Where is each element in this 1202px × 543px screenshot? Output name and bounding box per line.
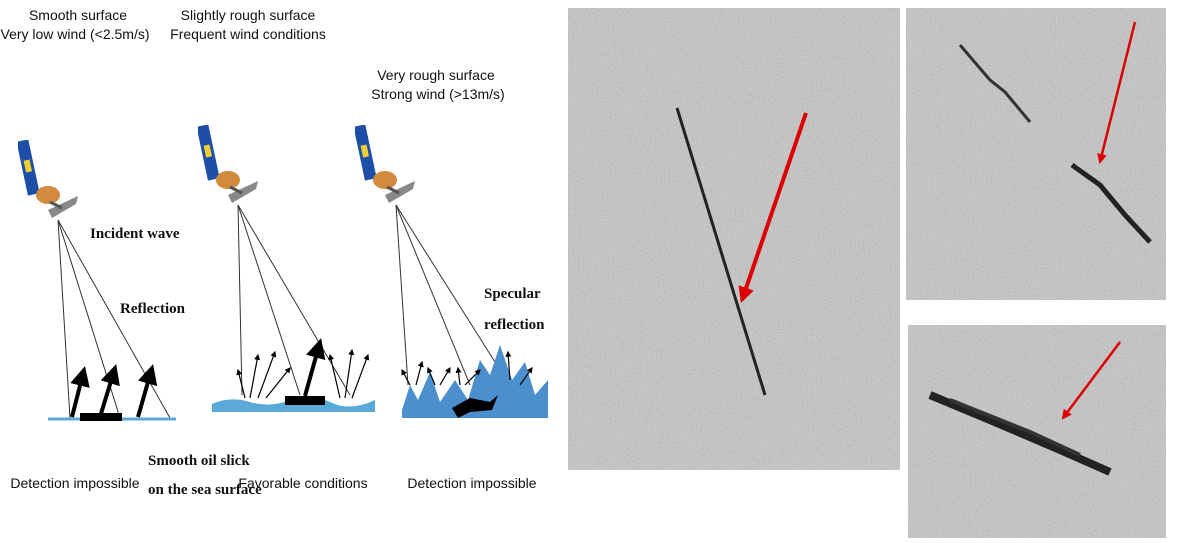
heading: Strong wind (>13m/s) [371, 86, 504, 102]
sar-image-2 [906, 8, 1166, 300]
label: reflection [484, 317, 545, 333]
result: Detection impossible [10, 475, 139, 491]
sar-image-3 [908, 325, 1166, 538]
panel-very-rough [354, 124, 548, 418]
panel-smooth [17, 139, 176, 421]
result: Detection impossible [407, 475, 536, 491]
result: Favorable conditions [238, 475, 367, 491]
panel-slightly-rough [197, 124, 375, 412]
sar-image-1 [568, 8, 900, 470]
label: Incident wave [90, 226, 180, 242]
heading: Frequent wind conditions [170, 26, 326, 42]
heading: Smooth surface [29, 7, 127, 23]
label: Smooth oil slick [148, 453, 250, 469]
label: Specular [484, 286, 541, 302]
label: Reflection [120, 301, 186, 317]
label: on the sea surface [148, 482, 262, 498]
heading: Slightly rough surface [181, 7, 316, 23]
heading: Very rough surface [377, 67, 495, 83]
heading: Very low wind (<2.5m/s) [1, 26, 150, 42]
